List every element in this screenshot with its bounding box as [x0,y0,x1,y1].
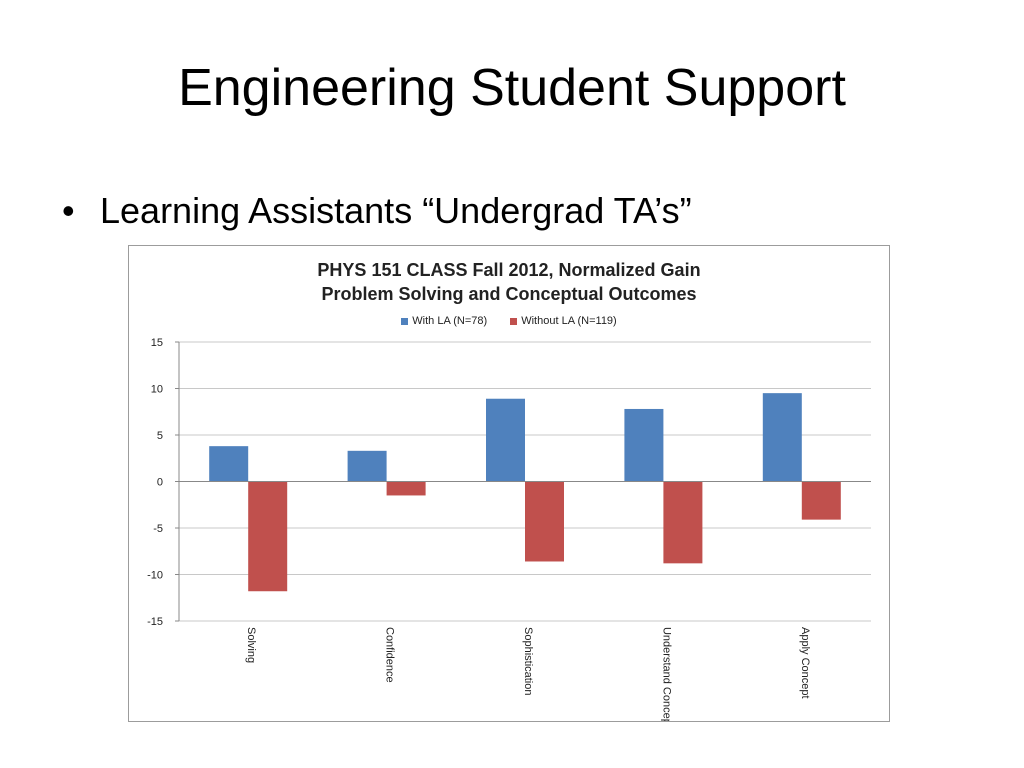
slide-title: Engineering Student Support [178,59,846,117]
legend-swatch-with-la [401,317,409,325]
bar-with-la [209,446,249,482]
y-tick-label: 15 [151,337,163,349]
bar-with-la [762,393,802,482]
chart-plot-area: 15 10 5 0 -5 -10 -15 Solving Confidence Sophistic… [147,337,871,721]
bar-with-la [486,398,525,482]
legend-item-without-la: Without LA (N=119) [510,315,617,327]
bar-without-la [663,481,703,564]
chart-legend: With LA (N=78) Without LA (N=119) [129,315,889,328]
legend-swatch-without-la [510,317,518,325]
y-tick-label: -10 [147,570,163,582]
bar-without-la [386,481,426,496]
y-tick-label: -15 [147,616,163,628]
chart-title-line1: PHYS 151 CLASS Fall 2012, Normalized Gai… [317,260,701,280]
y-tick-label: 5 [157,430,163,442]
x-category-label: Solving [245,627,257,663]
y-tick-label: -5 [153,523,163,535]
legend-label-without-la: Without LA (N=119) [521,315,617,327]
x-category-label: Understand Concept [660,627,672,721]
bar-without-la [801,481,841,520]
x-category-label: Sophistication [522,627,534,696]
legend-item-with-la: With LA (N=78) [401,315,487,327]
x-category-label: Confidence [384,627,396,683]
chart-title: PHYS 151 CLASS Fall 2012, Normalized Gai… [129,258,889,306]
x-category-label: Apply Concept [799,627,811,699]
chart-title-line2: Problem Solving and Conceptual Outcomes [321,284,697,304]
y-tick-label: 10 [151,384,163,396]
legend-label-with-la: With LA (N=78) [412,315,488,327]
bar-without-la [525,481,564,562]
y-tick-label: 0 [157,477,163,489]
bullet-item: • Learning Assistants “Undergrad TA’s” [62,193,692,229]
bar-with-la [624,408,664,482]
chart-container: PHYS 151 CLASS Fall 2012, Normalized Gai… [128,245,890,722]
bar-without-la [248,481,288,592]
bullet-text: Learning Assistants “Undergrad TA’s” [100,190,692,231]
bar-with-la [347,450,387,482]
bullet-symbol: • [62,190,75,231]
